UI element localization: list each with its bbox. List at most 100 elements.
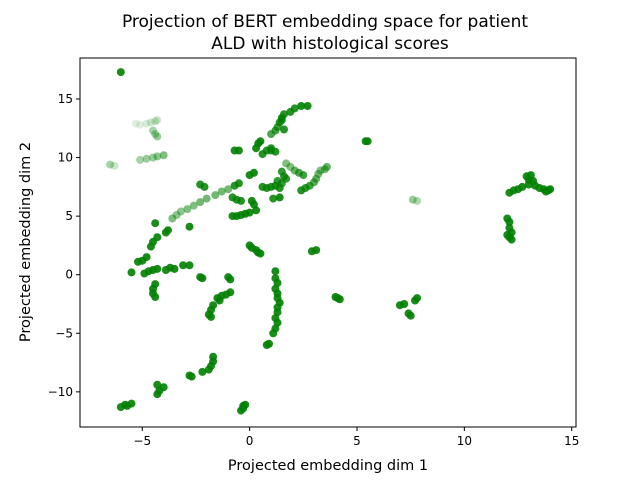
data-point [153,116,162,125]
chart-title-line-2: ALD with histological scores [211,34,449,54]
data-point [275,184,284,192]
data-point [159,151,168,160]
data-point [185,222,194,231]
data-point [322,162,331,171]
x-tick-label: −5 [133,434,151,448]
data-point [185,261,194,270]
data-point [312,246,321,255]
data-point [271,267,280,276]
data-point [256,249,265,258]
data-point [149,126,157,135]
data-point [149,153,157,162]
data-point [179,261,188,270]
x-tick-label: 10 [457,434,472,448]
data-point [413,294,422,303]
data-point [303,102,312,110]
data-point [400,300,409,308]
data-point [541,187,550,196]
data-point [299,171,308,180]
data-point [226,275,235,284]
data-point [271,147,280,156]
data-point [245,208,254,217]
x-tick-label: 15 [564,434,579,448]
data-point [110,161,119,170]
data-point [503,230,512,239]
y-tick-label: 15 [58,92,73,106]
data-point [234,146,243,155]
data-point [224,185,233,194]
y-tick-label: −5 [55,326,73,340]
data-point [183,205,192,214]
x-tick-label: 0 [246,434,254,448]
data-point [189,201,198,210]
data-point [363,137,372,146]
data-point [335,295,344,304]
data-point [198,274,207,283]
data-point [198,367,207,376]
data-point [262,341,271,349]
data-point [142,119,151,128]
data-point [127,399,136,408]
x-tick-label: 5 [353,434,361,448]
data-point [131,119,140,128]
data-point [170,264,179,273]
x-axis-label: Projected embedding dim 1 [228,458,428,474]
data-point [116,68,125,77]
data-point [153,264,162,273]
data-point [518,182,527,191]
data-point [249,168,258,177]
data-point [146,242,155,251]
data-point [202,194,211,203]
data-point [153,132,162,141]
y-axis-label: Projected embedding dim 2 [18,142,34,342]
data-point [127,268,136,277]
data-point [505,218,514,226]
data-point [204,365,213,374]
data-point [256,137,265,146]
axis-ticks: −5 0 5 10 15 −10 −5 0 5 10 15 [48,92,580,448]
data-point [297,102,306,110]
y-tick-label: 0 [65,268,73,282]
data-point [200,182,209,191]
data-point [275,193,284,202]
data-point [134,257,142,266]
data-point [277,116,286,125]
data-point [408,195,417,204]
data-point [413,196,422,205]
data-point [146,118,155,127]
data-point [151,219,160,228]
data-point [406,311,415,320]
plot-frame [79,57,577,428]
data-point [161,228,170,237]
data-point [136,155,145,164]
data-point [269,329,278,338]
data-point [215,296,224,305]
data-point [172,211,181,219]
data-point [237,196,245,205]
data-point [136,120,145,129]
data-point [269,194,278,203]
data-point [290,104,299,113]
data-point [151,293,160,301]
data-point [151,130,160,139]
data-point [217,187,226,196]
data-point [106,160,115,169]
data-point [252,206,261,215]
chart-title-line-1: Projection of BERT embedding space for p… [122,12,528,32]
data-point [280,125,288,134]
data-point [187,372,196,381]
y-tick-label: 10 [58,151,73,165]
data-point [153,390,162,399]
data-point [176,207,185,216]
data-point [142,154,151,163]
data-point [168,214,177,223]
data-point [151,117,160,126]
data-point [211,191,220,200]
data-point [234,179,243,188]
data-point [207,312,215,321]
data-point [196,198,205,207]
data-points [106,68,555,415]
data-point [524,180,533,189]
data-point [241,400,250,409]
